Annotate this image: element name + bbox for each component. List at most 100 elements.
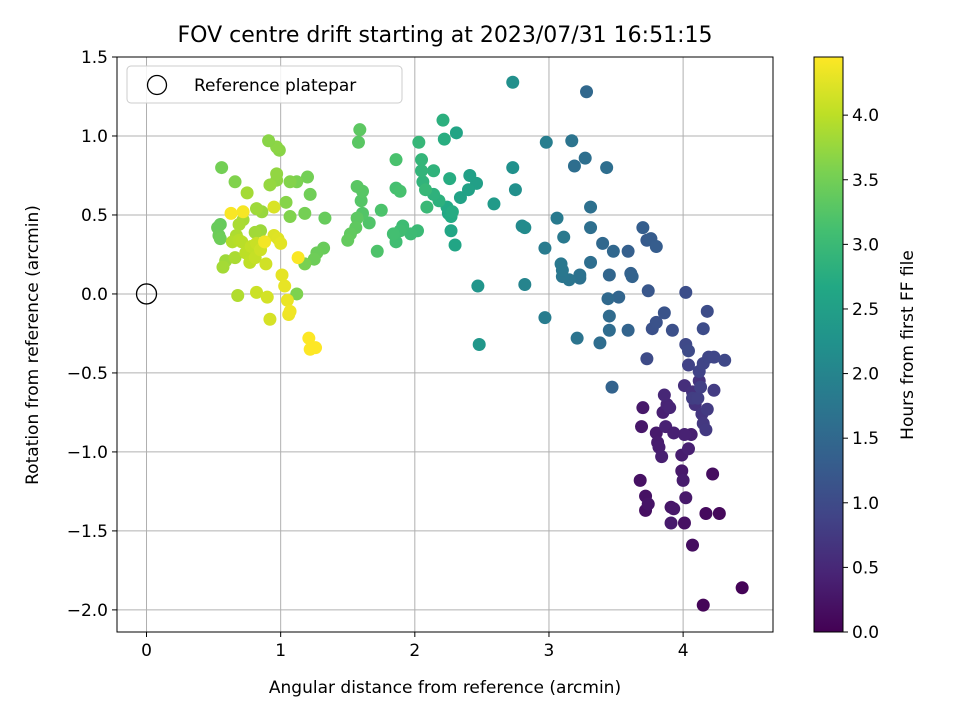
data-point	[262, 134, 276, 148]
data-point	[275, 268, 289, 282]
y-axis: −2.0 −1.5 −1.0 −0.5 0.0 0.5 1.0 1.5	[67, 48, 117, 621]
data-point	[700, 402, 714, 416]
data-point	[250, 285, 264, 299]
data-point	[707, 383, 721, 397]
legend-entry-reference: Reference platepar	[194, 76, 356, 96]
data-point	[354, 194, 368, 208]
data-point	[506, 75, 520, 89]
data-point	[291, 251, 305, 265]
data-point	[554, 257, 568, 271]
colorbar-tick-label: 4.0	[852, 106, 879, 126]
data-point	[283, 175, 297, 189]
data-point	[677, 516, 691, 530]
x-tick-label: 0	[141, 641, 152, 661]
data-point	[274, 236, 288, 250]
y-tick-label: −1.0	[67, 443, 108, 463]
data-point	[691, 391, 705, 405]
data-point	[250, 202, 264, 216]
data-point	[573, 268, 587, 282]
data-point	[602, 323, 616, 337]
data-points	[211, 75, 749, 612]
data-point	[696, 322, 710, 336]
colorbar-tick-label: 1.5	[852, 429, 879, 449]
data-point	[694, 380, 708, 394]
data-point	[538, 311, 552, 325]
data-point	[415, 164, 429, 178]
x-axis: 0 1 2 3 4	[141, 632, 689, 661]
data-point	[679, 491, 693, 505]
plot-frame	[116, 56, 774, 633]
data-point	[318, 211, 332, 225]
colorbar-tick-label: 3.0	[852, 235, 879, 255]
data-point	[279, 195, 293, 209]
data-point	[635, 420, 649, 434]
legend: Reference platepar	[126, 65, 403, 104]
data-point	[640, 352, 654, 366]
data-point	[437, 132, 451, 146]
data-point	[283, 304, 297, 318]
data-point	[679, 285, 693, 299]
data-point	[699, 507, 713, 521]
data-point	[676, 473, 690, 487]
data-point	[677, 428, 691, 442]
data-point	[248, 225, 262, 239]
data-point	[309, 341, 323, 355]
data-point	[412, 135, 426, 149]
data-point	[236, 205, 250, 219]
x-tick-label: 4	[678, 641, 689, 661]
data-point	[445, 205, 459, 219]
data-point	[420, 200, 434, 214]
data-point	[584, 255, 598, 269]
data-point	[700, 304, 714, 318]
data-point	[341, 233, 355, 247]
data-point	[601, 292, 615, 306]
data-point	[278, 279, 292, 293]
data-point	[351, 135, 365, 149]
data-point	[443, 172, 457, 186]
colorbar-tick-label: 0.5	[852, 558, 879, 578]
x-axis-label: Angular distance from reference (arcmin)	[269, 678, 621, 698]
data-point	[657, 388, 671, 402]
data-point	[718, 353, 732, 367]
x-tick-label: 1	[275, 641, 286, 661]
data-point	[228, 251, 242, 265]
data-point	[461, 183, 475, 197]
data-point	[283, 210, 297, 224]
data-point	[570, 331, 584, 345]
data-point	[657, 306, 671, 320]
y-tick-label: −0.5	[67, 364, 108, 384]
data-point	[240, 186, 254, 200]
colorbar-tick-label: 0.0	[852, 623, 879, 643]
x-tick-label: 2	[409, 641, 420, 661]
data-point	[584, 221, 598, 235]
x-tick-label: 3	[544, 641, 555, 661]
data-point	[389, 153, 403, 167]
data-point	[436, 113, 450, 127]
data-point	[427, 164, 441, 178]
data-point	[557, 230, 571, 244]
reference-platepar-marker	[135, 283, 158, 305]
data-point	[444, 224, 458, 238]
data-point	[472, 338, 486, 351]
data-point	[612, 290, 626, 304]
y-tick-label: 0.5	[81, 206, 108, 226]
data-point	[655, 450, 669, 464]
data-point	[415, 153, 429, 167]
data-point	[621, 323, 635, 337]
data-point	[449, 126, 463, 140]
data-point	[300, 170, 314, 184]
data-point	[580, 85, 594, 99]
data-point	[633, 473, 647, 487]
data-point	[602, 268, 616, 282]
data-point	[712, 507, 726, 521]
data-point	[706, 467, 720, 481]
colorbar-tick-label: 1.0	[852, 494, 879, 514]
data-point	[463, 168, 477, 182]
data-point	[665, 323, 679, 337]
data-point	[518, 221, 532, 235]
data-point	[231, 289, 245, 303]
y-tick-label: 1.5	[81, 48, 108, 68]
data-point	[258, 235, 272, 249]
data-point	[667, 426, 681, 440]
